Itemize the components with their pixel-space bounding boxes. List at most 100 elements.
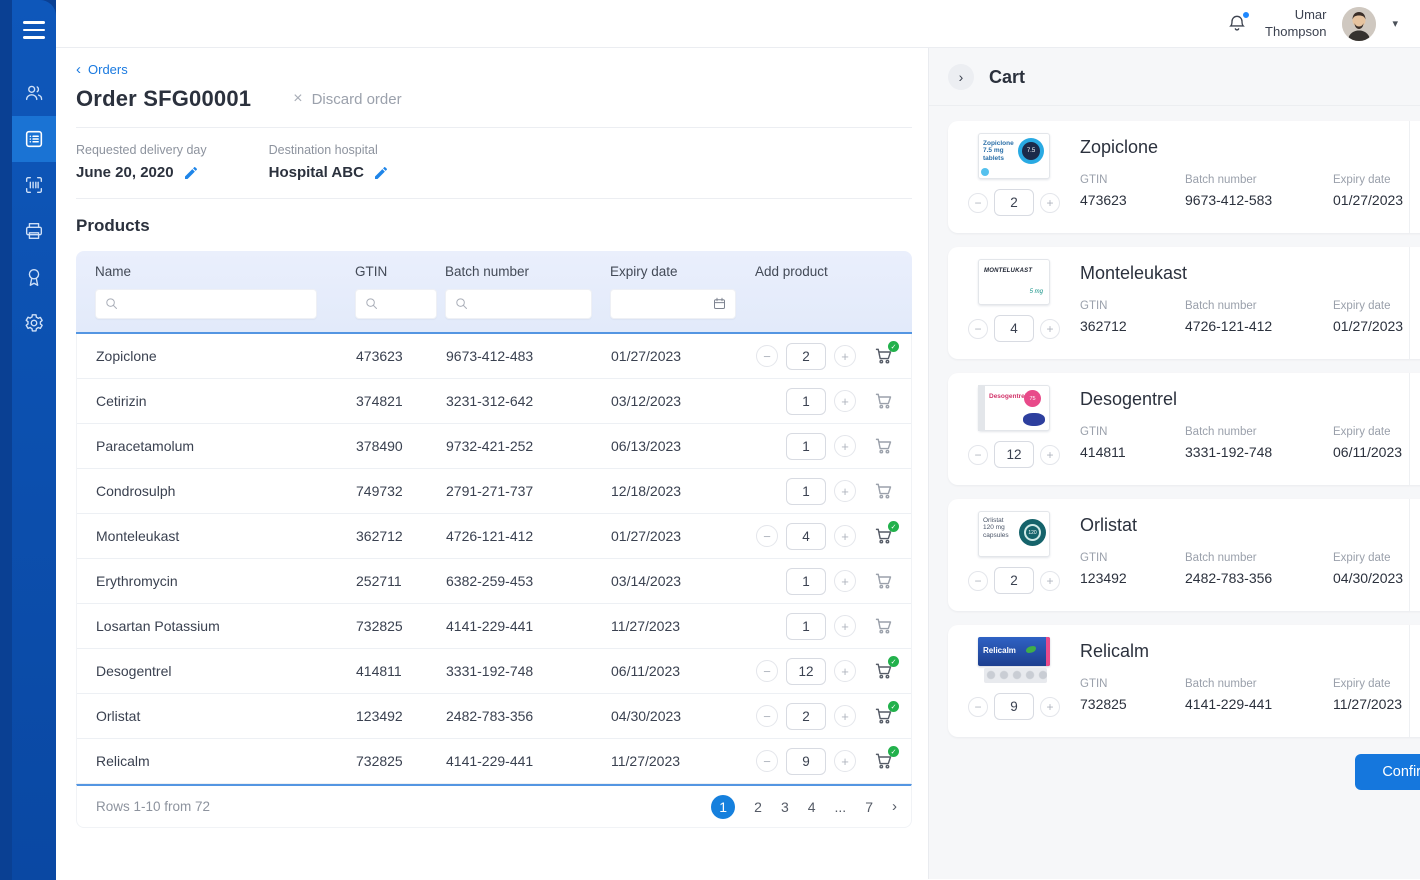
confirm-button[interactable]: Confirm	[1355, 754, 1420, 790]
page-button[interactable]: 1	[711, 795, 735, 819]
edit-delivery-icon[interactable]	[183, 165, 199, 181]
cell-batch: 4141-229-441	[446, 753, 611, 769]
page-button[interactable]: 2	[754, 799, 762, 815]
add-to-cart-icon[interactable]: ✓	[873, 750, 895, 772]
cell-gtin: 123492	[356, 708, 446, 724]
printer-icon	[23, 220, 45, 242]
cart-item: MONTELUKAST 5 mg − + Monteleukast GTIN36…	[948, 247, 1420, 359]
breadcrumb[interactable]: ‹ Orders	[76, 62, 128, 77]
expiry-value: 01/27/2023	[1333, 192, 1403, 208]
increase-quantity-button[interactable]: +	[834, 480, 856, 502]
edit-hospital-icon[interactable]	[373, 165, 389, 181]
add-to-cart-icon[interactable]: ✓	[873, 390, 895, 412]
cell-batch: 3231-312-642	[446, 393, 611, 409]
menu-icon[interactable]	[12, 8, 56, 52]
products-table: Name GTIN Batch number Expiry date Add p…	[76, 251, 912, 828]
next-page-icon[interactable]: ›	[892, 798, 897, 815]
sidebar-item-orders[interactable]	[12, 116, 56, 162]
batch-value: 4726-121-412	[1185, 318, 1333, 334]
cell-gtin: 362712	[356, 528, 446, 544]
increase-quantity-button[interactable]: +	[1040, 193, 1060, 213]
decrease-quantity-button[interactable]: −	[968, 445, 988, 465]
quantity-input[interactable]	[786, 343, 826, 370]
quantity-input[interactable]	[786, 568, 826, 595]
add-to-cart-icon[interactable]: ✓	[873, 615, 895, 637]
increase-quantity-button[interactable]: +	[834, 345, 856, 367]
decrease-quantity-button[interactable]: −	[756, 345, 778, 367]
add-to-cart-icon[interactable]: ✓	[873, 435, 895, 457]
add-to-cart-icon[interactable]: ✓	[873, 345, 895, 367]
cell-batch: 9732-421-252	[446, 438, 611, 454]
batch-value: 9673-412-583	[1185, 192, 1333, 208]
decrease-quantity-button[interactable]: −	[756, 750, 778, 772]
product-image-desogentrel: Desogentrel 75	[978, 385, 1050, 431]
decrease-quantity-button[interactable]: −	[756, 525, 778, 547]
add-to-cart-icon[interactable]: ✓	[873, 570, 895, 592]
notification-dot	[1242, 11, 1250, 19]
quantity-input[interactable]	[994, 693, 1034, 720]
collapse-cart-icon[interactable]: ›	[948, 64, 974, 90]
table-row: Cetirizin 374821 3231-312-642 03/12/2023…	[77, 379, 911, 424]
table-row: Condrosulph 749732 2791-271-737 12/18/20…	[77, 469, 911, 514]
divider	[76, 198, 912, 199]
quantity-input[interactable]	[786, 523, 826, 550]
decrease-quantity-button[interactable]: −	[968, 193, 988, 213]
increase-quantity-button[interactable]: +	[1040, 319, 1060, 339]
increase-quantity-button[interactable]: +	[834, 435, 856, 457]
increase-quantity-button[interactable]: +	[1040, 571, 1060, 591]
cell-gtin: 414811	[356, 663, 446, 679]
increase-quantity-button[interactable]: +	[1040, 697, 1060, 717]
increase-quantity-button[interactable]: +	[834, 660, 856, 682]
quantity-input[interactable]	[786, 388, 826, 415]
sidebar-item-barcode[interactable]	[12, 162, 56, 208]
decrease-quantity-button[interactable]: −	[968, 571, 988, 591]
quantity-input[interactable]	[994, 189, 1034, 216]
quantity-input[interactable]	[786, 658, 826, 685]
avatar[interactable]	[1342, 7, 1376, 41]
quantity-input[interactable]	[994, 567, 1034, 594]
table-row: Losartan Potassium 732825 4141-229-441 1…	[77, 604, 911, 649]
add-to-cart-icon[interactable]: ✓	[873, 660, 895, 682]
page-button[interactable]: 4	[808, 799, 816, 815]
decrease-quantity-button[interactable]: −	[968, 319, 988, 339]
add-to-cart-icon[interactable]: ✓	[873, 480, 895, 502]
quantity-input[interactable]	[786, 433, 826, 460]
quantity-input[interactable]	[994, 315, 1034, 342]
notifications-bell-icon[interactable]	[1227, 13, 1249, 35]
quantity-input[interactable]	[786, 748, 826, 775]
quantity-input[interactable]	[786, 703, 826, 730]
user-menu-caret-icon[interactable]: ▾	[1392, 17, 1398, 30]
add-to-cart-icon[interactable]: ✓	[873, 705, 895, 727]
name-search-input[interactable]	[95, 289, 317, 319]
increase-quantity-button[interactable]: +	[834, 525, 856, 547]
increase-quantity-button[interactable]: +	[1040, 445, 1060, 465]
increase-quantity-button[interactable]: +	[834, 570, 856, 592]
sidebar-item-users[interactable]	[12, 70, 56, 116]
increase-quantity-button[interactable]: +	[834, 390, 856, 412]
quantity-input[interactable]	[786, 478, 826, 505]
sidebar-item-settings[interactable]	[12, 300, 56, 346]
increase-quantity-button[interactable]: +	[834, 615, 856, 637]
page-button[interactable]: 3	[781, 799, 789, 815]
decrease-quantity-button[interactable]: −	[756, 705, 778, 727]
cell-name: Cetirizin	[96, 393, 356, 409]
discard-order-button[interactable]: × Discard order	[293, 90, 401, 108]
increase-quantity-button[interactable]: +	[834, 705, 856, 727]
decrease-quantity-button[interactable]: −	[756, 660, 778, 682]
order-detail-panel: ‹ Orders Order SFG00001 × Discard order …	[56, 48, 928, 879]
page-button[interactable]: 7	[865, 799, 873, 815]
table-row: Desogentrel 414811 3331-192-748 06/11/20…	[77, 649, 911, 694]
quantity-input[interactable]	[994, 441, 1034, 468]
expiry-label: Expiry date	[1333, 552, 1403, 564]
add-to-cart-icon[interactable]: ✓	[873, 525, 895, 547]
cell-name: Paracetamolum	[96, 438, 356, 454]
decrease-quantity-button[interactable]: −	[968, 697, 988, 717]
gtin-value: 732825	[1080, 696, 1185, 712]
cell-expiry: 01/27/2023	[611, 348, 756, 364]
sidebar-item-certificates[interactable]	[12, 254, 56, 300]
gtin-value: 473623	[1080, 192, 1185, 208]
increase-quantity-button[interactable]: +	[834, 750, 856, 772]
product-image-text: Orlistat 120 mg capsules	[983, 517, 1013, 539]
quantity-input[interactable]	[786, 613, 826, 640]
sidebar-item-printer[interactable]	[12, 208, 56, 254]
